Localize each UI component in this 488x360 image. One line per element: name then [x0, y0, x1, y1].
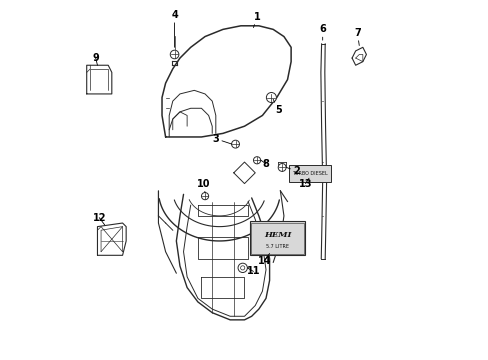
Text: 8: 8	[261, 159, 269, 169]
Text: 9: 9	[92, 53, 99, 65]
Text: 6: 6	[319, 24, 325, 40]
Text: 11: 11	[246, 266, 260, 276]
Text: 13: 13	[298, 178, 311, 189]
Text: 3: 3	[212, 134, 231, 144]
FancyBboxPatch shape	[249, 221, 305, 255]
Text: 7: 7	[353, 28, 360, 45]
Text: 14: 14	[257, 253, 270, 266]
Text: 10: 10	[196, 179, 209, 193]
Text: 5: 5	[273, 99, 282, 115]
Circle shape	[253, 157, 260, 164]
Text: 5.7 LITRE: 5.7 LITRE	[266, 244, 289, 249]
Text: 1: 1	[253, 12, 260, 28]
Circle shape	[231, 140, 239, 148]
Text: 2: 2	[286, 166, 299, 176]
Text: TURBO DIESEL: TURBO DIESEL	[292, 171, 327, 176]
Text: HEMI: HEMI	[264, 230, 291, 239]
Circle shape	[201, 193, 208, 200]
Circle shape	[266, 93, 276, 103]
Text: 4: 4	[171, 10, 178, 47]
Circle shape	[170, 50, 179, 59]
FancyBboxPatch shape	[289, 165, 330, 182]
Circle shape	[278, 163, 285, 171]
Text: 12: 12	[92, 213, 106, 225]
